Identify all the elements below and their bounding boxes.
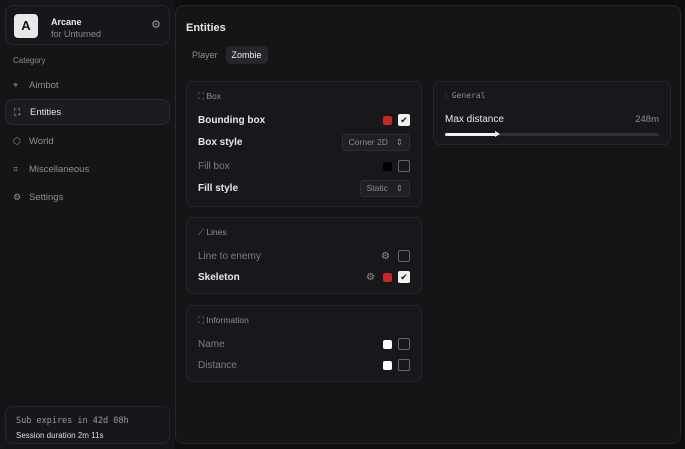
globe-icon: ⬡ [13, 135, 21, 146]
name-color[interactable] [383, 339, 392, 349]
fill-style-row: Fill style Static ⇕ [198, 179, 410, 197]
sidebar: A Arcane for Unturned ⚙ Category ⌖ Aimbot… [0, 0, 175, 449]
brand-card: A Arcane for Unturned ⚙ [5, 5, 170, 45]
subscription-expiry: Sub expires in 42d 08h [16, 416, 129, 426]
app-name: Arcane [51, 17, 82, 27]
slider-fill[interactable] [445, 131, 501, 137]
lines-card: ⟋ Lines Line to enemy ⚙ Skeleton ⚙ ✔ [186, 217, 422, 294]
line-to-enemy-checkbox[interactable] [398, 250, 410, 262]
distance-color[interactable] [383, 360, 392, 370]
skeleton-row: Skeleton ⚙ ✔ [198, 269, 410, 285]
box-card: ⛶ Box Bounding box ✔ Box style Corner 2D ⇕ … [186, 81, 422, 207]
box-style-row: Box style Corner 2D ⇕ [198, 133, 410, 151]
general-title: General [451, 91, 486, 100]
bounding-box-label: Bounding box [198, 114, 266, 126]
lines-header: ⟋ Lines [198, 227, 227, 238]
general-card: ⫶ General Max distance 248m [433, 81, 671, 145]
sidebar-item-settings[interactable]: ⚙ Settings [5, 184, 170, 210]
fill-style-select[interactable]: Static ⇕ [359, 179, 410, 197]
max-distance-value: 248m [635, 113, 659, 125]
distance-row: Distance [198, 357, 410, 373]
bounding-box-row: Bounding box ✔ [198, 112, 410, 128]
sidebar-item-label: Entities [30, 106, 62, 118]
box-style-select[interactable]: Corner 2D ⇕ [341, 133, 410, 151]
sliders-icon: ⫶ [445, 91, 452, 100]
information-title: Information [206, 315, 249, 325]
fill-box-color[interactable] [383, 161, 392, 171]
page-title: Entities [186, 22, 226, 34]
distance-checkbox[interactable] [398, 359, 410, 371]
sidebar-item-entities[interactable]: ⛶ Entities [5, 99, 170, 125]
distance-label: Distance [198, 359, 237, 371]
fill-box-checkbox[interactable] [398, 160, 410, 172]
session-duration: Session duration 2m 11s [16, 431, 104, 440]
box-title: Box [206, 91, 221, 101]
max-distance-slider[interactable] [445, 131, 659, 137]
grid-icon: ⌗ [13, 163, 19, 174]
sidebar-item-label: Miscellaneous [29, 163, 90, 175]
fill-box-row: Fill box [198, 158, 410, 174]
gear-icon[interactable]: ⚙ [381, 250, 390, 262]
sidebar-item-label: Settings [29, 191, 64, 203]
tab-player[interactable]: Player [192, 50, 218, 60]
max-distance-label: Max distance [445, 113, 504, 125]
sidebar-item-label: World [29, 135, 54, 147]
line-to-enemy-label: Line to enemy [198, 250, 261, 262]
name-row: Name [198, 336, 410, 352]
bounding-box-color[interactable] [383, 115, 392, 125]
lines-title: Lines [206, 227, 227, 237]
gear-icon: ⚙ [13, 191, 22, 202]
skeleton-checkbox[interactable]: ✔ [398, 271, 410, 283]
sidebar-item-miscellaneous[interactable]: ⌗ Miscellaneous [5, 156, 170, 182]
app-subtitle: for Unturned [51, 29, 102, 39]
sidebar-item-world[interactable]: ⬡ World [5, 128, 170, 154]
gear-icon[interactable]: ⚙ [366, 271, 375, 283]
information-card: ⛶ Information Name Distance [186, 305, 422, 382]
skeleton-color[interactable] [383, 272, 392, 282]
logo: A [14, 14, 38, 38]
tab-bar: Player Zombie [186, 46, 268, 64]
box-style-label: Box style [198, 136, 243, 148]
main-panel: Entities Player Zombie ⛶ Box Bounding bo… [175, 5, 681, 444]
fill-style-value: Static [366, 182, 388, 193]
scan-icon: ⛶ [198, 315, 207, 325]
skeleton-label: Skeleton [198, 271, 240, 283]
chevrons-icon: ⇕ [395, 182, 403, 193]
fill-style-label: Fill style [198, 182, 239, 194]
scan-face-icon: ⛶ [14, 106, 21, 117]
fill-box-label: Fill box [198, 160, 230, 172]
settings-gear-icon[interactable]: ⚙ [151, 19, 161, 31]
bounding-box-checkbox[interactable]: ✔ [398, 114, 410, 126]
line-icon: ⟋ [198, 227, 207, 237]
box-icon: ⛶ [198, 91, 207, 101]
category-label: Category [13, 56, 46, 65]
max-distance-row: Max distance 248m [445, 111, 659, 127]
box-style-value: Corner 2D [348, 136, 388, 147]
information-header: ⛶ Information [198, 315, 249, 326]
chevrons-icon: ⇕ [395, 136, 403, 147]
crosshair-icon: ⌖ [13, 79, 19, 90]
box-header: ⛶ Box [198, 91, 221, 102]
sidebar-item-label: Aimbot [29, 79, 59, 91]
name-label: Name [198, 338, 225, 350]
line-to-enemy-row: Line to enemy ⚙ [198, 248, 410, 264]
sidebar-item-aimbot[interactable]: ⌖ Aimbot [5, 72, 170, 98]
tab-zombie[interactable]: Zombie [225, 46, 268, 64]
subscription-card: Sub expires in 42d 08h Session duration … [5, 406, 170, 444]
name-checkbox[interactable] [398, 338, 410, 350]
general-header: ⫶ General [445, 91, 486, 101]
